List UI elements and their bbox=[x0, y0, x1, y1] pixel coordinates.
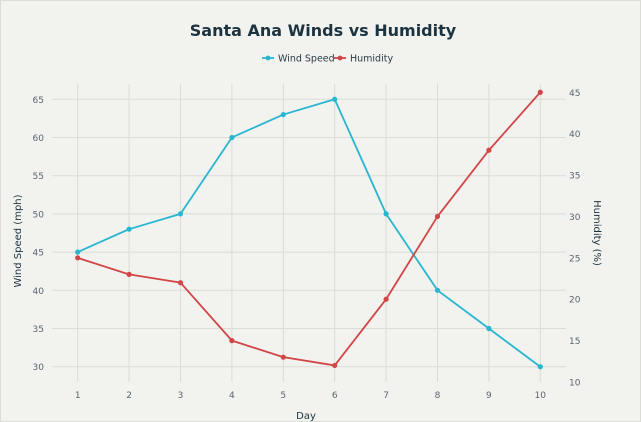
x-tick-label-1: 1 bbox=[75, 391, 81, 401]
data-point-wind-speed-2[interactable] bbox=[126, 226, 132, 232]
data-point-wind-speed-1[interactable] bbox=[75, 249, 81, 255]
data-point-humidity-3[interactable] bbox=[177, 280, 184, 286]
data-point-humidity-9[interactable] bbox=[486, 147, 492, 153]
grid-lines bbox=[52, 84, 566, 382]
data-point-wind-speed-7[interactable] bbox=[383, 211, 389, 217]
chart-title: Santa Ana Winds vs Humidity bbox=[190, 21, 457, 40]
x-tick-label-4: 4 bbox=[229, 391, 235, 401]
x-tick-label-8: 8 bbox=[435, 391, 441, 401]
data-point-humidity-2[interactable] bbox=[126, 271, 132, 277]
data-point-humidity-6[interactable] bbox=[332, 362, 338, 369]
tick-labels: 1 2 3 4 5 6 7 8 9 1030354045505560651015202530354… bbox=[33, 89, 581, 401]
legend-marker-humidity bbox=[337, 55, 343, 61]
data-point-wind-speed-9[interactable] bbox=[486, 325, 492, 332]
data-point-wind-speed-8[interactable] bbox=[434, 287, 441, 293]
y-left-tick-label-35: 35 bbox=[33, 325, 44, 335]
y-right-tick-label-25: 25 bbox=[569, 254, 580, 264]
legend[interactable]: Wind Speed Humidity bbox=[262, 54, 393, 65]
y-right-tick-label-15: 15 bbox=[569, 337, 580, 347]
y-left-tick-label-45: 45 bbox=[33, 249, 44, 259]
y-right-tick-label-45: 45 bbox=[569, 89, 580, 99]
y-right-tick-label-40: 40 bbox=[569, 130, 581, 140]
data-point-wind-speed-4[interactable] bbox=[229, 134, 235, 141]
y-left-tick-label-60: 60 bbox=[33, 134, 45, 144]
y-left-tick-label-55: 55 bbox=[33, 172, 44, 182]
legend-label-wind-speed: Wind Speed bbox=[278, 54, 335, 65]
x-tick-label-6: 6 bbox=[332, 391, 338, 401]
y-right-tick-label-35: 35 bbox=[569, 172, 580, 182]
y-right-tick-label-10: 10 bbox=[569, 379, 581, 389]
data-point-humidity-1[interactable] bbox=[75, 255, 81, 261]
data-point-wind-speed-6[interactable] bbox=[332, 96, 338, 102]
x-tick-label-10: 10 bbox=[535, 391, 547, 401]
legend-label-humidity: Humidity bbox=[350, 54, 393, 65]
series-line-wind-speed bbox=[77, 98, 541, 368]
data-point-humidity-7[interactable] bbox=[383, 296, 389, 302]
x-tick-label-3: 3 bbox=[178, 391, 184, 401]
x-tick-label-2: 2 bbox=[126, 391, 132, 401]
x-tick-label-5: 5 bbox=[280, 391, 286, 401]
x-axis-label: Day bbox=[296, 411, 316, 422]
legend-item-humidity[interactable]: Humidity bbox=[334, 54, 393, 65]
data-point-wind-speed-3[interactable] bbox=[177, 211, 184, 217]
legend-marker-wind-speed bbox=[265, 55, 271, 61]
series-line-humidity bbox=[77, 91, 541, 367]
data-point-humidity-8[interactable] bbox=[434, 213, 441, 220]
y-left-tick-label-30: 30 bbox=[33, 363, 45, 373]
y-right-tick-label-30: 30 bbox=[569, 213, 581, 223]
y-left-tick-label-40: 40 bbox=[33, 287, 45, 297]
x-tick-label-9: 9 bbox=[486, 391, 492, 401]
y-left-tick-label-50: 50 bbox=[33, 210, 45, 220]
y-left-tick-label-65: 65 bbox=[33, 96, 44, 106]
data-point-wind-speed-10[interactable] bbox=[537, 364, 543, 370]
data-point-humidity-4[interactable] bbox=[229, 338, 235, 344]
legend-item-wind-speed[interactable]: Wind Speed bbox=[262, 54, 335, 65]
data-point-humidity-5[interactable] bbox=[280, 354, 286, 360]
y-axis-right-label: Humidity (%) bbox=[591, 200, 602, 266]
x-tick-label-7: 7 bbox=[383, 391, 389, 401]
data-point-wind-speed-5[interactable] bbox=[280, 111, 286, 118]
data-point-humidity-10[interactable] bbox=[537, 89, 543, 95]
series-layer bbox=[75, 89, 543, 370]
y-axis-left-label: Wind Speed (mph) bbox=[13, 194, 24, 287]
y-right-tick-label-20: 20 bbox=[569, 296, 581, 306]
